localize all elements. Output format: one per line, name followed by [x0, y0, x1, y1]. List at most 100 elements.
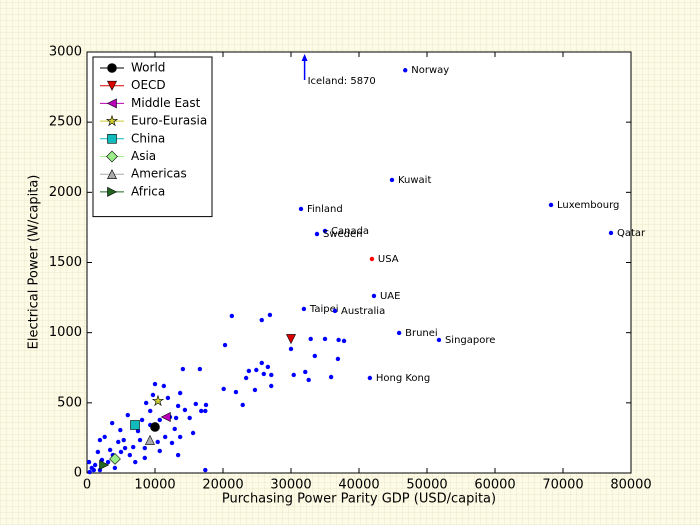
- point-label: Australia: [341, 306, 385, 317]
- data-point: [163, 434, 168, 440]
- data-point: [122, 445, 128, 451]
- y-tick-label: 1000: [49, 325, 82, 340]
- data-point: [436, 337, 442, 343]
- legend-label: OECD: [131, 78, 166, 92]
- x-tick-label: 50000: [406, 478, 447, 493]
- marker: [107, 169, 117, 179]
- data-point: [121, 437, 126, 443]
- y-axis-label: Electrical Power (W/capita): [27, 175, 42, 350]
- data-point: [116, 439, 121, 445]
- data-point: [548, 202, 554, 208]
- plot-frame: [86, 51, 632, 474]
- y-tick-label: 500: [57, 395, 82, 410]
- marker: [99, 460, 110, 470]
- marker: [107, 186, 118, 197]
- x-tick-label: 40000: [338, 478, 379, 493]
- data-point: [190, 430, 196, 436]
- data-point: [203, 408, 208, 414]
- data-point: [197, 366, 203, 372]
- data-point: [161, 383, 167, 389]
- data-point: [187, 415, 192, 421]
- marker: [286, 334, 296, 345]
- data-point: [143, 400, 149, 406]
- point-label: Finland: [307, 204, 343, 215]
- data-point: [131, 444, 136, 450]
- data-point: [371, 293, 377, 299]
- marker: [151, 394, 165, 407]
- data-point: [303, 369, 308, 375]
- data-point: [240, 402, 245, 408]
- data-point: [95, 449, 101, 455]
- legend: World OECD Middle East Euro-Eurasia China Asi…: [92, 56, 213, 218]
- data-point: [246, 368, 252, 374]
- data-point: [259, 317, 264, 323]
- data-point: [173, 415, 179, 421]
- data-point: [118, 427, 123, 433]
- data-point: [92, 462, 98, 468]
- x-tick-label: 70000: [542, 478, 583, 493]
- data-point: [269, 372, 274, 378]
- data-point: [182, 407, 188, 413]
- x-tick-label: 10000: [134, 478, 175, 493]
- marker: [107, 63, 117, 73]
- data-point: [107, 447, 113, 453]
- data-point: [233, 389, 239, 395]
- data-point: [148, 408, 153, 414]
- data-point: [369, 256, 375, 262]
- data-point: [328, 374, 334, 380]
- data-point: [335, 356, 341, 362]
- data-point: [199, 408, 204, 414]
- point-label: Luxembourg: [557, 200, 619, 211]
- data-point: [389, 177, 395, 183]
- annotation: Iceland: 5870: [308, 76, 376, 87]
- data-point: [127, 452, 133, 458]
- marker: [130, 420, 140, 430]
- marker: [160, 412, 171, 422]
- data-point: [367, 375, 373, 381]
- legend-label: Africa: [131, 184, 165, 198]
- data-point: [288, 346, 294, 352]
- data-point: [102, 434, 107, 440]
- data-point: [155, 439, 160, 445]
- data-point: [109, 420, 115, 426]
- data-point: [142, 455, 147, 461]
- data-point: [267, 312, 273, 318]
- data-point: [222, 342, 228, 348]
- legend-label: China: [131, 131, 165, 145]
- data-point: [177, 390, 183, 396]
- data-point: [157, 448, 162, 454]
- data-point: [87, 469, 92, 475]
- point-label: Norway: [411, 65, 449, 76]
- marker: [107, 134, 117, 144]
- annotation-arrowhead: [301, 54, 308, 61]
- marker: [109, 453, 121, 465]
- point-label: Canada: [331, 226, 369, 237]
- data-point: [193, 401, 198, 407]
- data-point: [150, 392, 156, 398]
- data-point: [396, 330, 402, 336]
- data-point: [125, 412, 130, 418]
- data-point: [314, 231, 320, 237]
- y-tick-label: 0: [74, 466, 82, 481]
- marker: [106, 150, 118, 163]
- data-point: [152, 381, 158, 387]
- data-point: [322, 336, 328, 342]
- data-point: [306, 377, 311, 383]
- marker: [144, 434, 155, 445]
- x-tick-label: 0: [83, 478, 91, 493]
- marker: [106, 98, 117, 109]
- data-point: [312, 353, 317, 359]
- legend-label: Asia: [131, 149, 156, 163]
- data-point: [261, 371, 266, 377]
- point-label: Brunei: [405, 328, 438, 339]
- data-point: [336, 337, 341, 343]
- point-label: Taipei: [309, 304, 339, 315]
- point-label: USA: [378, 254, 399, 265]
- x-tick-label: 80000: [610, 478, 651, 493]
- data-point: [221, 386, 226, 392]
- data-point: [608, 230, 614, 236]
- y-tick-label: 3000: [49, 45, 82, 60]
- x-tick-label: 60000: [474, 478, 515, 493]
